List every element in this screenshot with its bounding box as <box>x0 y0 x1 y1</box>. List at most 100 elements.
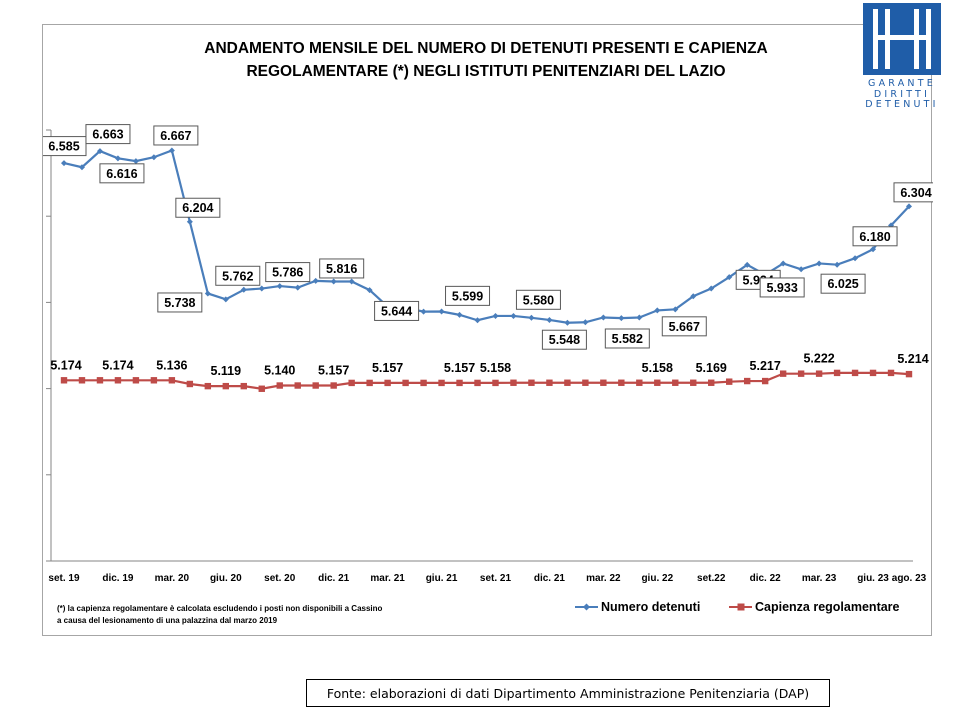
data-point <box>384 379 391 387</box>
data-label: 5.762 <box>215 265 261 286</box>
data-label: 5.140 <box>264 364 295 378</box>
data-label: 6.616 <box>99 163 145 184</box>
data-point <box>258 385 265 392</box>
data-point <box>600 379 607 386</box>
data-point <box>276 283 283 290</box>
legend-marker-square <box>737 603 745 611</box>
x-tick-label: set.22 <box>697 573 726 584</box>
chart-title-line-2: REGOLAMENTARE (*) NEGLI ISTITUTI PENITEN… <box>246 63 725 80</box>
x-tick-label: ago. 23 <box>892 573 927 584</box>
data-point <box>779 370 787 377</box>
footnote-line-1: (*) la capienza regolamentare è calcolat… <box>57 604 383 613</box>
data-point <box>456 379 463 387</box>
data-point <box>654 307 661 314</box>
x-tick-label: mar. 23 <box>802 573 837 584</box>
data-point <box>870 246 877 253</box>
svg-text:6.204: 6.204 <box>182 201 213 215</box>
data-point <box>708 379 715 386</box>
data-point <box>906 203 912 210</box>
x-tick-label: giu. 22 <box>641 573 673 584</box>
data-point <box>797 370 805 377</box>
data-label: 5.157 <box>372 361 403 375</box>
data-label: 5.119 <box>211 364 242 378</box>
data-label: 6.585 <box>43 136 87 157</box>
data-label: 5.217 <box>750 359 781 373</box>
data-point <box>312 382 319 389</box>
legend-marker-diamond <box>583 603 590 611</box>
svg-text:6.585: 6.585 <box>48 140 79 154</box>
data-point <box>726 274 733 281</box>
garante-logo: GARANTE DIRITTI DETENUTI <box>863 3 941 111</box>
data-point <box>618 315 625 322</box>
svg-text:6.304: 6.304 <box>900 186 931 200</box>
data-point <box>798 266 805 273</box>
data-point <box>294 382 301 389</box>
chart-frame: ANDAMENTO MENSILE DEL NUMERO DI DETENUTI… <box>42 24 933 636</box>
svg-text:6.663: 6.663 <box>92 128 123 142</box>
chart-title-line-1: ANDAMENTO MENSILE DEL NUMERO DI DETENUTI… <box>204 40 768 57</box>
data-point <box>150 154 157 161</box>
data-point <box>672 306 679 313</box>
data-label: 5.169 <box>696 361 727 375</box>
data-point <box>438 379 445 387</box>
data-label: 5.580 <box>515 289 561 310</box>
data-point <box>420 308 427 315</box>
data-point <box>348 278 355 285</box>
data-label: 5.157 <box>444 361 475 375</box>
legend-label-capienza-regolamentare: Capienza regolamentare <box>755 600 900 614</box>
data-point <box>564 319 571 326</box>
svg-text:5.599: 5.599 <box>452 289 483 303</box>
x-tick-label: giu. 21 <box>426 573 458 584</box>
data-point <box>61 160 67 167</box>
data-point <box>186 380 194 388</box>
data-point <box>780 260 787 267</box>
data-point <box>456 311 463 318</box>
data-point <box>546 379 553 386</box>
data-point <box>815 370 823 377</box>
data-point <box>186 218 193 225</box>
x-tick-label: mar. 21 <box>370 573 405 584</box>
data-point <box>690 293 697 300</box>
data-point <box>240 382 247 390</box>
data-point <box>330 278 337 285</box>
data-point <box>312 277 319 284</box>
data-label: 6.667 <box>153 125 199 146</box>
svg-text:6.025: 6.025 <box>827 277 858 291</box>
x-tick-label: dic. 22 <box>750 573 782 584</box>
data-point <box>528 379 535 386</box>
data-point <box>905 370 913 378</box>
data-point <box>438 308 445 315</box>
data-label: 6.025 <box>820 273 866 294</box>
data-point <box>168 377 176 384</box>
data-label: 5.933 <box>759 277 805 298</box>
line-chart: ANDAMENTO MENSILE DEL NUMERO DI DETENUTI… <box>43 40 933 625</box>
data-label: 6.663 <box>85 124 131 145</box>
data-label: 6.180 <box>852 226 898 247</box>
legend-item-numero-detenuti: Numero detenuti <box>575 600 700 614</box>
legend: Numero detenuti Capienza regolamentare <box>575 600 900 614</box>
data-point <box>726 378 733 385</box>
data-point <box>744 261 751 268</box>
source-note: Fonte: elaborazioni di dati Dipartimento… <box>306 679 830 707</box>
x-tick-label: dic. 21 <box>534 573 566 584</box>
svg-text:5.816: 5.816 <box>326 262 357 276</box>
logo-text-garante: GARANTE <box>868 78 936 89</box>
data-point <box>78 377 86 384</box>
data-point <box>869 369 877 377</box>
data-point <box>366 379 373 387</box>
data-point <box>258 285 265 292</box>
data-point <box>294 284 301 291</box>
data-label: 5.816 <box>319 258 365 279</box>
logo-emblem <box>863 3 941 75</box>
svg-text:6.180: 6.180 <box>859 230 890 244</box>
data-point <box>528 314 535 321</box>
svg-text:5.580: 5.580 <box>523 293 554 307</box>
x-tick-label: mar. 22 <box>586 573 621 584</box>
x-tick-label: set. 19 <box>48 573 80 584</box>
data-point <box>852 255 859 262</box>
x-tick-label: dic. 19 <box>102 573 134 584</box>
data-point <box>492 312 499 319</box>
footnote-line-2: a causa del lesionamento di una palazzin… <box>57 616 278 625</box>
data-point <box>132 377 140 384</box>
x-tick-label: dic. 21 <box>318 573 350 584</box>
